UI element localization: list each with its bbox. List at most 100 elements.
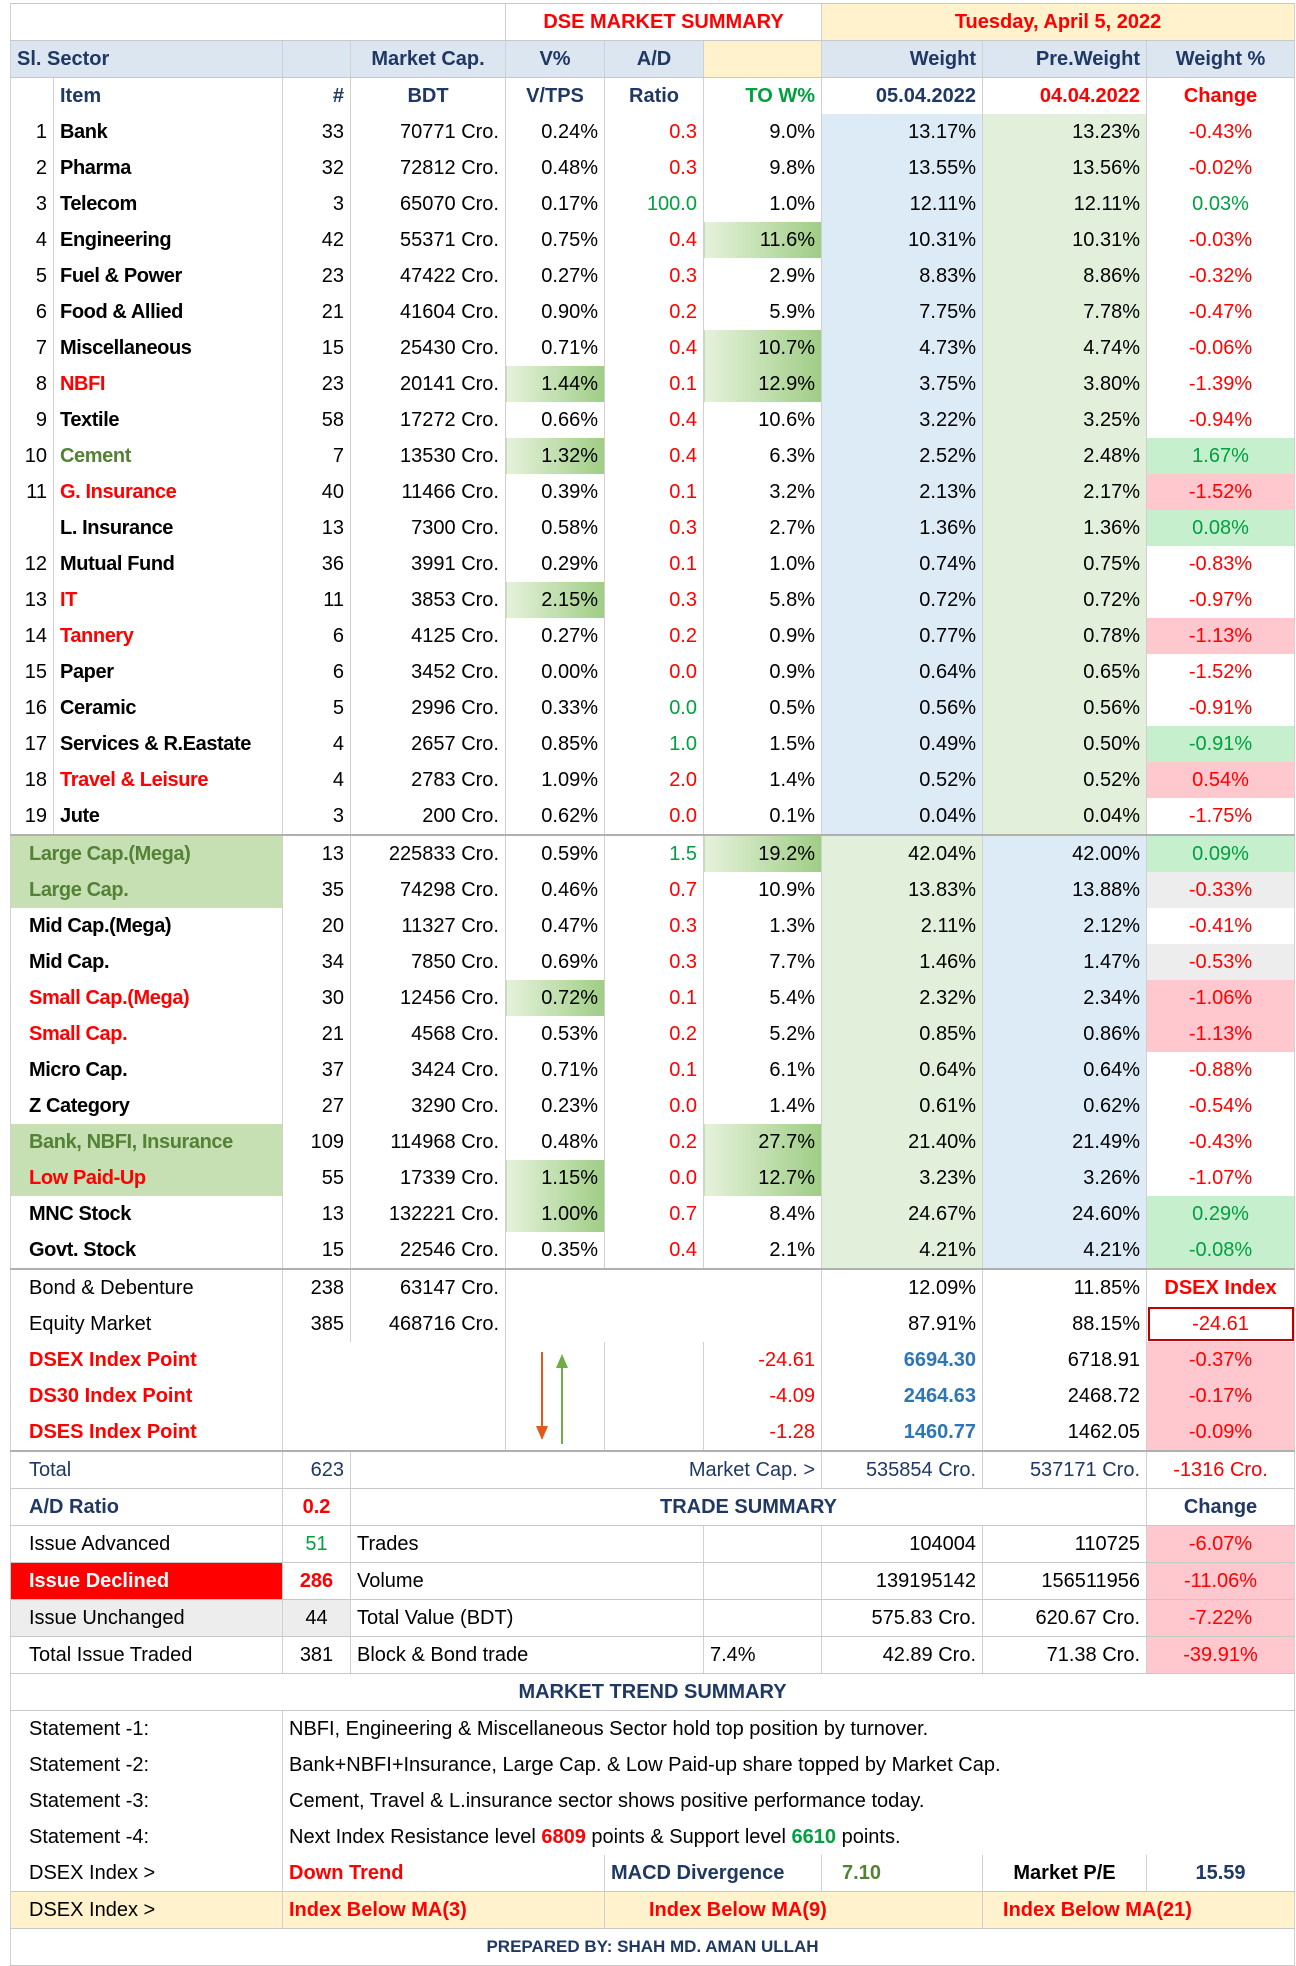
volume-pct: 0.39% bbox=[505, 474, 605, 510]
row: PREPARED BY: SHAH MD. AMAN ULLAH bbox=[9, 1928, 1296, 1966]
trade-extra: 7.4% bbox=[702, 1636, 823, 1674]
volume-pct: 0.48% bbox=[505, 150, 605, 186]
header: 05.04.2022 bbox=[821, 77, 984, 114]
volume-pct: 0.23% bbox=[505, 1088, 605, 1124]
trend-arrows bbox=[536, 1352, 568, 1444]
row: Total Issue Traded 381 Block & Bond trade 7… bbox=[10, 1636, 1296, 1674]
category-name: Large Cap.(Mega) bbox=[10, 834, 283, 872]
market-cap: 17272 Cro. bbox=[350, 402, 506, 438]
header: BDT bbox=[350, 77, 506, 114]
row: 9 Textile 58 17272 Cro. 0.66% 0.4 10.6% 3.22% 3.… bbox=[10, 402, 1296, 438]
weight: 13.17% bbox=[821, 114, 984, 150]
serial: 12 bbox=[10, 546, 54, 582]
market-cap: 13530 Cro. bbox=[350, 438, 506, 474]
row: Large Cap. 35 74298 Cro. 0.46% 0.7 10.9% 13.83… bbox=[10, 872, 1296, 908]
header: Weight bbox=[821, 40, 984, 78]
weight-change: -1.75% bbox=[1146, 798, 1296, 835]
index-today: 1460.77 bbox=[821, 1414, 984, 1451]
turnover-weight: 10.9% bbox=[702, 872, 823, 908]
ad-ratio: 0.4 bbox=[604, 402, 704, 438]
issue-label: Issue Unchanged bbox=[10, 1599, 283, 1637]
volume-pct: 0.71% bbox=[505, 1052, 605, 1088]
market-cap: 74298 Cro. bbox=[350, 872, 506, 908]
count: 58 bbox=[282, 402, 351, 438]
row: DSEX Index > Down Trend MACD Divergence 7.1… bbox=[10, 1855, 1296, 1892]
ad-ratio: 0.1 bbox=[604, 474, 704, 510]
weight: 0.56% bbox=[821, 690, 984, 726]
weight-change: -0.83% bbox=[1146, 546, 1296, 582]
pre-weight: 0.72% bbox=[982, 582, 1148, 618]
ad-ratio: 100.0 bbox=[604, 186, 704, 222]
weight-change: -1.39% bbox=[1146, 366, 1296, 402]
pre-weight: 24.60% bbox=[982, 1196, 1148, 1232]
header: # bbox=[282, 77, 351, 114]
turnover-weight: 0.5% bbox=[702, 690, 823, 726]
count: 4 bbox=[282, 762, 351, 798]
turnover-weight: 5.9% bbox=[702, 294, 823, 330]
pre-weight: 13.56% bbox=[982, 150, 1148, 186]
sector-name: Cement bbox=[53, 438, 283, 474]
volume-pct: 0.48% bbox=[505, 1124, 605, 1160]
row: Micro Cap. 37 3424 Cro. 0.71% 0.1 6.1% 0.64% 0.… bbox=[10, 1052, 1296, 1088]
volume-pct: 0.24% bbox=[505, 114, 605, 150]
index-name: DS30 Index Point bbox=[10, 1378, 283, 1414]
weight-change: -0.43% bbox=[1146, 114, 1296, 150]
weight: 2.13% bbox=[821, 474, 984, 510]
header: Sl. Sector bbox=[10, 40, 283, 78]
count: 33 bbox=[282, 114, 351, 150]
volume-pct: 1.09% bbox=[505, 762, 605, 798]
weight-change: -1.13% bbox=[1146, 1016, 1296, 1052]
serial: 5 bbox=[10, 258, 54, 294]
change: -1316 Cro. bbox=[1146, 1450, 1296, 1489]
turnover-weight: 12.7% bbox=[702, 1160, 823, 1196]
market-cap: 3991 Cro. bbox=[350, 546, 506, 582]
weight-change: -0.43% bbox=[1146, 1124, 1296, 1160]
header: Item bbox=[53, 77, 283, 114]
volume-pct: 1.44% bbox=[505, 366, 605, 402]
weight: 1.36% bbox=[821, 510, 984, 546]
cell bbox=[504, 1306, 823, 1342]
ad-ratio: 1.5 bbox=[604, 834, 704, 872]
weight: 13.55% bbox=[821, 150, 984, 186]
pre-weight: 13.23% bbox=[982, 114, 1148, 150]
row: DSEX Index > Index Below MA(3) Index Below… bbox=[10, 1891, 1296, 1929]
count: 13 bbox=[282, 1196, 351, 1232]
pre-weight: 0.62% bbox=[982, 1088, 1148, 1124]
turnover-weight: 19.2% bbox=[702, 834, 823, 872]
pre-weight: 0.56% bbox=[982, 690, 1148, 726]
sector-name: Mutual Fund bbox=[53, 546, 283, 582]
sector-name: Ceramic bbox=[53, 690, 283, 726]
sector-name: Engineering bbox=[53, 222, 283, 258]
serial: 3 bbox=[10, 186, 54, 222]
weight-change: -0.91% bbox=[1146, 690, 1296, 726]
volume-pct: 0.85% bbox=[505, 726, 605, 762]
row: Statement -4: Next Index Resistance level… bbox=[10, 1819, 1296, 1855]
weight: 3.23% bbox=[821, 1160, 984, 1196]
market-cap: 17339 Cro. bbox=[350, 1160, 506, 1196]
market-cap: 20141 Cro. bbox=[350, 366, 506, 402]
weight: 4.73% bbox=[821, 330, 984, 366]
sector-name: Miscellaneous bbox=[53, 330, 283, 366]
count: 11 bbox=[282, 582, 351, 618]
change: -11.06% bbox=[1146, 1562, 1296, 1600]
pre-weight: 0.52% bbox=[982, 762, 1148, 798]
serial: 4 bbox=[10, 222, 54, 258]
serial: 1 bbox=[10, 114, 54, 150]
volume-pct: 1.15% bbox=[505, 1160, 605, 1196]
pre-weight: 10.31% bbox=[982, 222, 1148, 258]
market-cap: 25430 Cro. bbox=[350, 330, 506, 366]
weight-change: -0.88% bbox=[1146, 1052, 1296, 1088]
market-cap: 63147 Cro. bbox=[350, 1268, 506, 1306]
statement-text: NBFI, Engineering & Miscellaneous Sector… bbox=[281, 1710, 1296, 1747]
pre-weight: 0.78% bbox=[982, 618, 1148, 654]
row: 12 Mutual Fund 36 3991 Cro. 0.29% 0.1 1.0% 0.74… bbox=[10, 546, 1296, 582]
value: -24.61 bbox=[1146, 1306, 1296, 1342]
weight: 10.31% bbox=[821, 222, 984, 258]
cell bbox=[282, 1378, 506, 1414]
value: 0.2 bbox=[282, 1488, 351, 1526]
weight: 0.74% bbox=[821, 546, 984, 582]
sector-name: Tannery bbox=[53, 618, 283, 654]
header: V/TPS bbox=[505, 77, 605, 114]
weight: 8.83% bbox=[821, 258, 984, 294]
count: 15 bbox=[282, 1232, 351, 1269]
